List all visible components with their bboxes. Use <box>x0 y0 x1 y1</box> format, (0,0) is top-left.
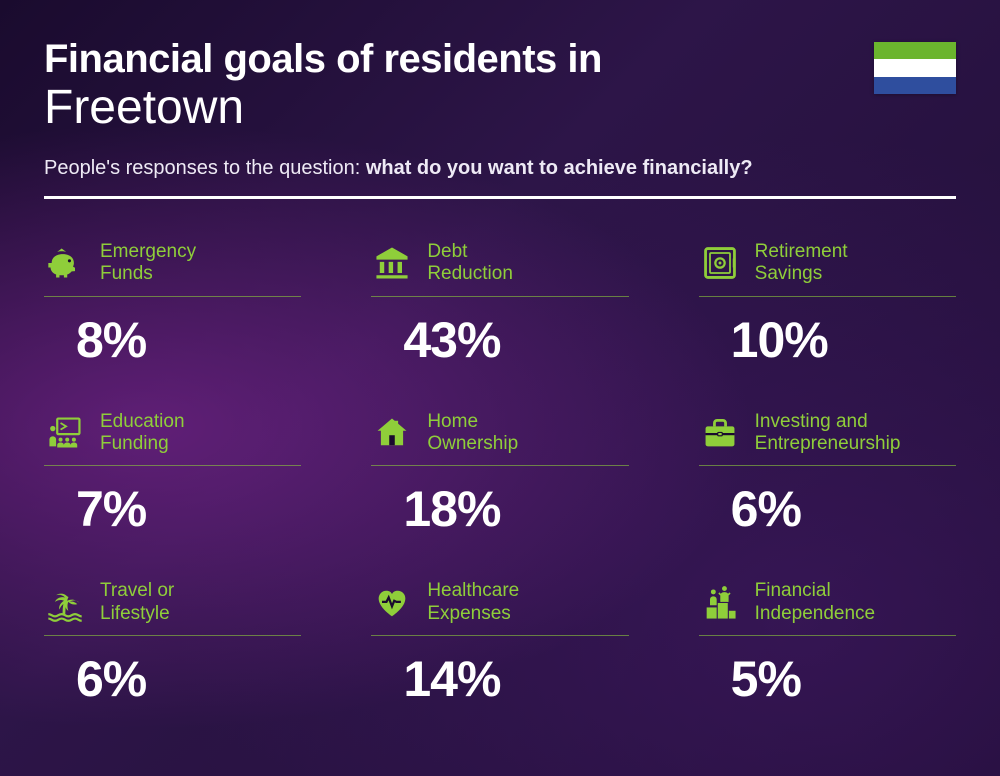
house-icon <box>371 412 413 454</box>
subtitle: People's responses to the question: what… <box>44 157 956 180</box>
education-icon <box>44 412 86 454</box>
card-head: DebtReduction <box>371 241 628 297</box>
card-value: 18% <box>403 480 628 538</box>
stat-card: Investing andEntrepreneurship 6% <box>699 411 956 539</box>
card-value: 10% <box>731 311 956 369</box>
card-head: Investing andEntrepreneurship <box>699 411 956 467</box>
card-label: HomeOwnership <box>427 411 518 456</box>
header-row: Financial goals of residents in Freetown <box>44 38 956 135</box>
bank-icon <box>371 242 413 284</box>
card-value: 6% <box>76 650 301 708</box>
card-label: Investing andEntrepreneurship <box>755 411 901 456</box>
card-label: EmergencyFunds <box>100 241 196 286</box>
card-head: EducationFunding <box>44 411 301 467</box>
card-value: 7% <box>76 480 301 538</box>
card-head: FinancialIndependence <box>699 580 956 636</box>
stat-card: EducationFunding 7% <box>44 411 301 539</box>
subtitle-bold: what do you want to achieve financially? <box>366 157 753 179</box>
podium-icon <box>699 582 741 624</box>
heart-pulse-icon <box>371 582 413 624</box>
card-head: RetirementSavings <box>699 241 956 297</box>
stat-card: RetirementSavings 10% <box>699 241 956 369</box>
card-head: Travel orLifestyle <box>44 580 301 636</box>
stat-card: HealthcareExpenses 14% <box>371 580 628 708</box>
title-line1: Financial goals of residents in <box>44 38 874 80</box>
briefcase-icon <box>699 412 741 454</box>
stat-card: HomeOwnership 18% <box>371 411 628 539</box>
card-value: 8% <box>76 311 301 369</box>
country-flag <box>874 42 956 94</box>
card-value: 6% <box>731 480 956 538</box>
card-head: HealthcareExpenses <box>371 580 628 636</box>
flag-stripe-2 <box>874 59 956 76</box>
card-label: EducationFunding <box>100 411 185 456</box>
stat-card: DebtReduction 43% <box>371 241 628 369</box>
card-label: FinancialIndependence <box>755 580 875 625</box>
safe-icon <box>699 242 741 284</box>
stat-card: EmergencyFunds 8% <box>44 241 301 369</box>
card-value: 43% <box>403 311 628 369</box>
subtitle-prefix: People's responses to the question: <box>44 157 366 179</box>
card-label: DebtReduction <box>427 241 513 286</box>
card-value: 14% <box>403 650 628 708</box>
flag-stripe-1 <box>874 42 956 59</box>
divider <box>44 196 956 199</box>
flag-stripe-3 <box>874 77 956 94</box>
infographic-container: Financial goals of residents in Freetown… <box>0 0 1000 738</box>
piggy-bank-icon <box>44 242 86 284</box>
stats-grid: EmergencyFunds 8% DebtReduction 43% Retireme… <box>44 241 956 708</box>
title-line2: Freetown <box>44 82 874 135</box>
card-head: HomeOwnership <box>371 411 628 467</box>
stat-card: Travel orLifestyle 6% <box>44 580 301 708</box>
stat-card: FinancialIndependence 5% <box>699 580 956 708</box>
card-head: EmergencyFunds <box>44 241 301 297</box>
title-block: Financial goals of residents in Freetown <box>44 38 874 135</box>
card-label: RetirementSavings <box>755 241 848 286</box>
card-value: 5% <box>731 650 956 708</box>
card-label: Travel orLifestyle <box>100 580 174 625</box>
card-label: HealthcareExpenses <box>427 580 519 625</box>
palm-icon <box>44 582 86 624</box>
